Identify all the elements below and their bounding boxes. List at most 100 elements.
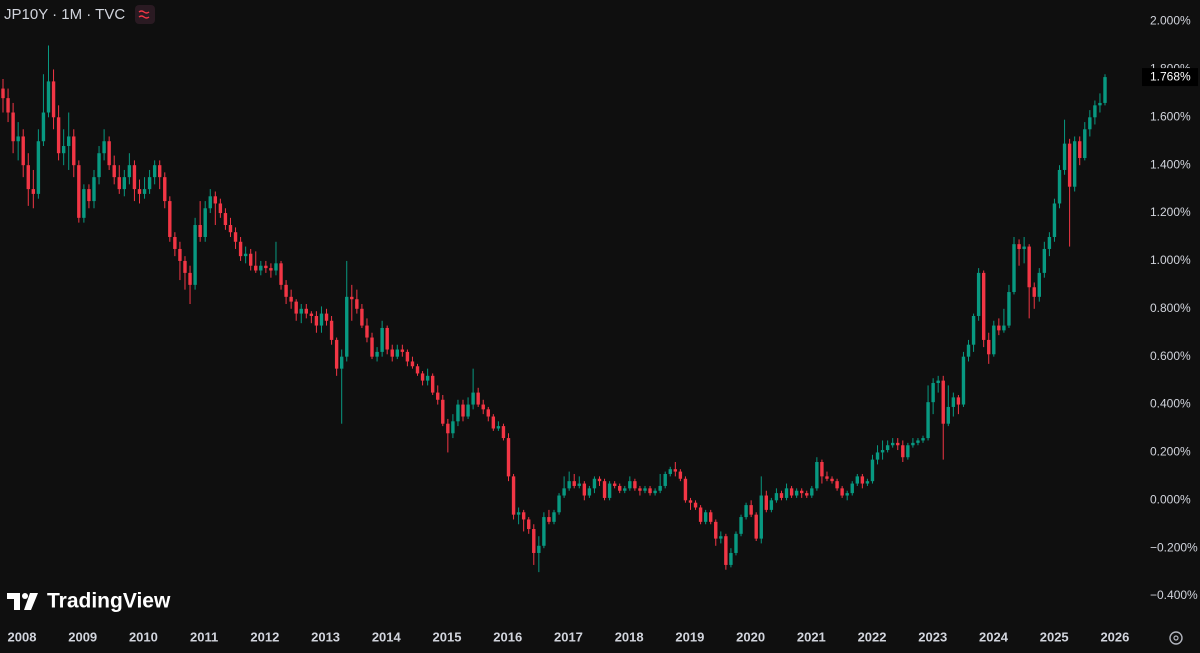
candle-body [203,208,207,237]
candle-body [385,327,389,350]
candle-body [491,416,496,429]
candle-body [971,315,976,345]
candle-body [365,325,369,338]
candle-body [223,213,228,226]
candle-body [532,529,536,553]
candle-body [420,373,425,381]
candle-body [21,136,25,166]
candle-body [11,112,15,142]
candle-body [1007,292,1011,326]
candle-body [299,308,303,314]
candle-body [243,253,248,257]
candle-body [542,517,546,546]
candle-body [1027,246,1031,288]
candle-body [82,189,86,218]
candle-body [259,265,263,271]
candle-body [845,493,849,496]
candle-body [1062,143,1067,170]
candle-body [198,225,202,237]
candle-body [102,141,106,154]
candle-body [643,488,647,491]
candle-body [1017,244,1021,249]
candle-body [410,361,415,367]
candle-body [961,356,966,405]
x-tick-label: 2017 [554,629,583,644]
candle-body [663,473,667,486]
candle-body [87,189,91,202]
candle-body [400,349,405,352]
candle-body [350,296,354,300]
candle-body [92,177,96,202]
candle-body [441,399,445,424]
candle-body [628,481,632,489]
candle-body [213,196,218,204]
candle-body [547,517,551,522]
candle-body [1042,248,1047,273]
candle-body [1047,236,1052,249]
candle-body [896,442,900,446]
candle-body [648,488,652,494]
candle-body [855,476,860,484]
candle-body [592,478,597,489]
candle-body [127,165,132,178]
y-tick-label: 0.600% [1150,349,1191,363]
candle-body [188,272,192,285]
y-tick-label: −0.400% [1150,588,1198,602]
candle-body [678,471,683,479]
candle-body [709,512,713,522]
candle-body [486,409,490,417]
candle-body [269,268,273,271]
x-tick-label: 2023 [918,629,947,644]
candle-body [911,442,915,446]
last-price-label: 1.768% [1150,69,1191,83]
candle-body [552,512,556,522]
candle-body [6,98,10,113]
x-tick-label: 2018 [615,629,644,644]
candle-body [163,177,167,202]
candle-body [254,265,258,271]
candle-body [107,141,111,166]
candle-body [951,397,956,407]
logo-text: TradingView [47,590,171,613]
x-tick-label: 2020 [736,629,765,644]
candle-body [193,225,197,285]
candle-body [1002,325,1006,331]
candle-body [607,483,612,498]
candle-body [527,519,531,530]
candle-body [152,165,157,178]
candle-body [72,136,76,166]
y-tick-label: 0.800% [1150,301,1191,315]
candle-body [698,507,703,522]
candle-body [774,493,779,501]
candle-body [906,445,910,458]
x-tick-label: 2013 [311,629,340,644]
indicator-badge[interactable] [135,5,155,24]
candle-body [612,483,617,486]
candle-body [658,485,662,491]
y-tick-label: 2.000% [1150,14,1191,28]
candle-body [693,502,698,508]
candle-body [673,469,678,472]
chart-title: JP10Y · 1M · TVC [4,6,125,23]
candle-body [799,490,804,494]
candle-body [132,165,137,190]
candle-body [521,512,526,520]
candle-body [481,404,485,410]
tradingview-logo[interactable]: TradingView [7,590,171,613]
candle-body [51,81,56,118]
x-tick-label: 2026 [1100,629,1129,644]
candle-body [537,545,541,553]
candle-body [966,344,971,357]
candle-body [238,241,243,257]
settings-icon[interactable] [1169,631,1183,645]
candle-body [173,236,177,249]
candle-body [714,521,718,539]
x-tick-label: 2024 [979,629,1009,644]
y-tick-label: 1.200% [1150,205,1191,219]
candle-body [981,272,986,340]
candle-body [562,488,566,496]
candle-body [688,500,693,503]
candle-body [936,380,940,384]
candle-body [117,177,121,190]
